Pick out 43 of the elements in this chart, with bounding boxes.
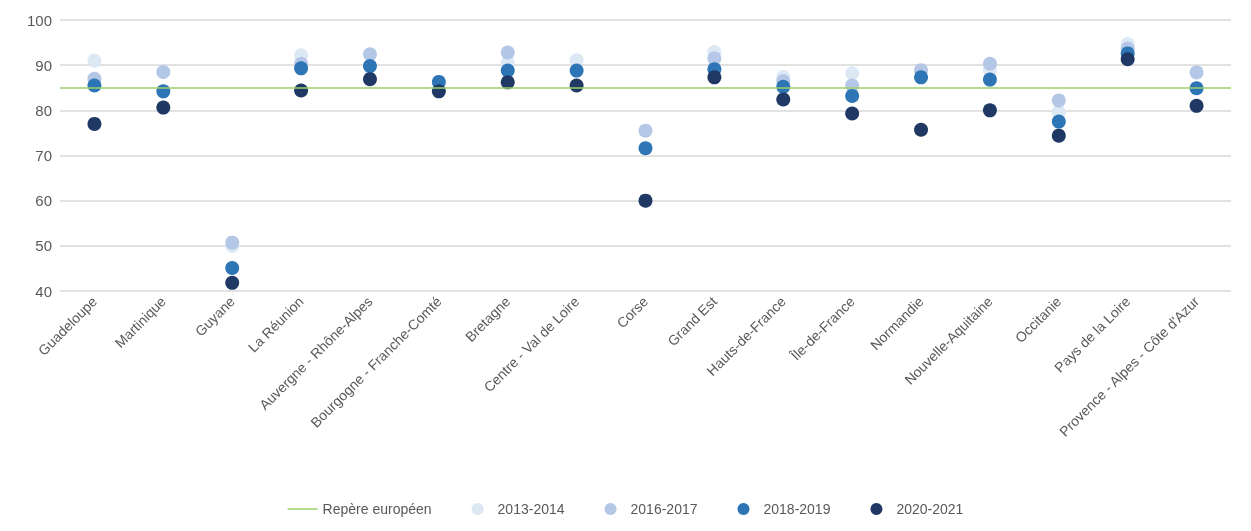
legend-label: 2016-2017 <box>630 501 698 517</box>
point <box>638 123 653 138</box>
y-tick-label: 50 <box>35 237 52 255</box>
point <box>1051 128 1066 143</box>
point <box>362 72 377 87</box>
point <box>362 47 377 62</box>
point <box>294 61 309 76</box>
y-tick-label: 90 <box>35 56 52 74</box>
point <box>982 56 997 71</box>
y-tick-label: 100 <box>26 11 52 29</box>
point <box>982 103 997 118</box>
point <box>87 116 102 131</box>
point <box>707 70 722 85</box>
point <box>569 63 584 78</box>
point <box>1189 65 1204 80</box>
point <box>914 122 929 137</box>
point <box>776 92 791 107</box>
legend-label: 2018-2019 <box>763 501 831 517</box>
legend-label: Repère européen <box>322 501 432 517</box>
legend-label: 2020-2021 <box>896 501 964 517</box>
point <box>1051 114 1066 129</box>
y-tick-label: 40 <box>35 282 52 300</box>
point <box>638 193 653 208</box>
point <box>982 72 997 87</box>
point <box>156 64 171 79</box>
point <box>225 275 240 290</box>
y-tick-label: 60 <box>35 192 52 210</box>
point <box>914 70 929 85</box>
y-tick-label: 70 <box>35 147 52 164</box>
point <box>362 59 377 74</box>
point <box>156 100 171 115</box>
point <box>1189 98 1204 113</box>
point <box>638 141 653 156</box>
point <box>500 45 515 60</box>
point <box>845 106 860 121</box>
point <box>845 66 860 81</box>
point <box>225 260 240 275</box>
legend-label: 2013-2014 <box>497 501 565 517</box>
point <box>845 88 860 103</box>
point <box>87 53 102 68</box>
point <box>1120 52 1135 67</box>
point <box>1051 93 1066 108</box>
y-tick-label: 80 <box>35 101 52 119</box>
